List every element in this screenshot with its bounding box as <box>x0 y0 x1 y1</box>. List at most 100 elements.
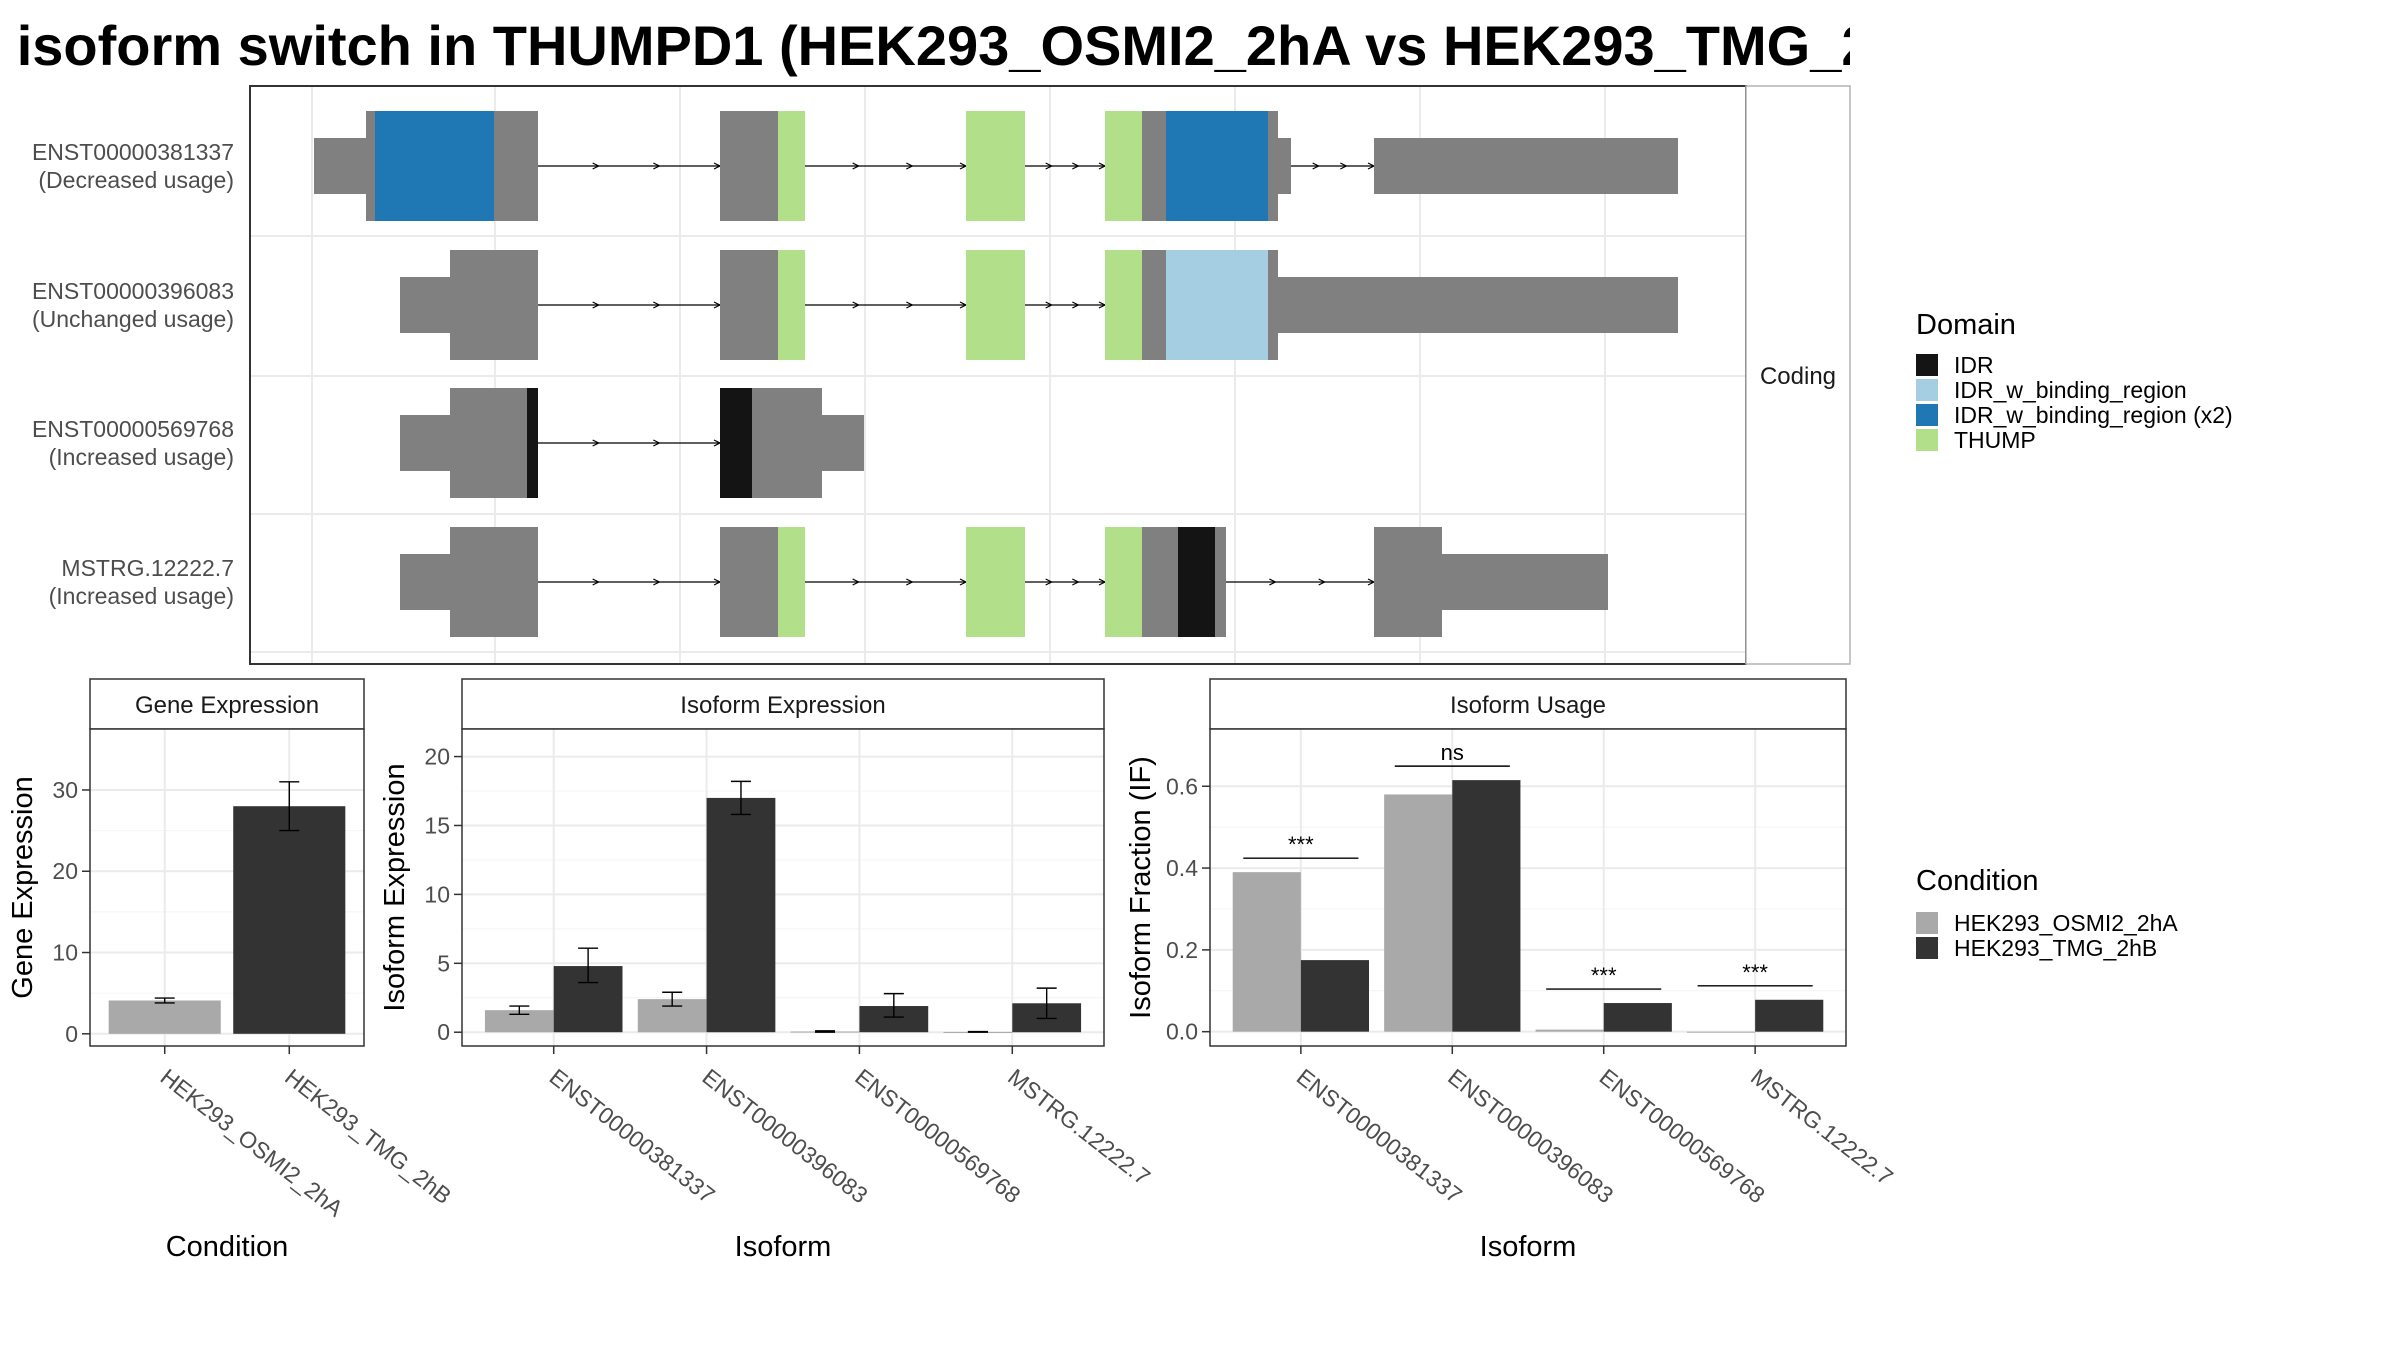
significance-label: *** <box>1742 960 1768 985</box>
panel-border <box>1209 728 1847 1047</box>
x-tick-label: ENST00000396083 <box>697 1063 872 1208</box>
exon-block <box>400 554 450 610</box>
y-axis-title: Isoform Expression <box>379 763 411 1011</box>
bar <box>1603 1003 1672 1032</box>
exon-block <box>450 388 527 498</box>
y-axis-title: Isoform Fraction (IF) <box>1125 756 1157 1019</box>
isoform-label-id: ENST00000569768 <box>32 416 234 442</box>
x-tick-label: ENST00000396083 <box>1443 1063 1618 1208</box>
y-tick-label: 5 <box>437 950 450 976</box>
exon-block <box>1215 527 1226 637</box>
panel-strip <box>89 678 365 730</box>
exon-block <box>1142 527 1178 637</box>
intron-arrow <box>653 301 661 309</box>
isoform-label-usage: (Increased usage) <box>49 583 234 609</box>
structure-strip <box>1745 85 1851 665</box>
x-axis-title: Condition <box>166 1231 289 1263</box>
panel-strip <box>1209 678 1847 730</box>
bar <box>1384 794 1453 1032</box>
y-axis-title: Gene Expression <box>7 776 39 998</box>
isoform-label-usage: (Unchanged usage) <box>32 306 234 332</box>
exon-block <box>1278 277 1678 333</box>
exon-block <box>720 388 752 498</box>
legend-domain-swatch <box>1916 404 1938 426</box>
structure-strip-label: Coding <box>1760 363 1836 390</box>
intron-arrow <box>852 162 861 170</box>
isoform-label-id: MSTRG.12222.7 <box>61 555 234 581</box>
panel-title: Gene Expression <box>135 692 319 719</box>
significance-label: *** <box>1288 832 1314 857</box>
exon-block <box>720 527 778 637</box>
intron-arrow <box>653 162 661 170</box>
legend-condition-swatch <box>1916 937 1938 959</box>
chart-panel-1: Isoform Expression 0 5 10 15 20 ENST0000038133… <box>379 678 1155 1263</box>
intron-arrow <box>653 439 661 447</box>
x-tick-label: ENST00000569768 <box>850 1063 1025 1208</box>
exon-block <box>1105 527 1142 637</box>
x-tick-label: MSTRG.12222.7 <box>1746 1063 1898 1190</box>
intron-arrow <box>852 301 861 309</box>
x-tick-label: MSTRG.12222.7 <box>1003 1063 1155 1190</box>
intron-arrow <box>1318 578 1327 586</box>
isoform-label-usage: (Increased usage) <box>49 444 234 470</box>
y-tick-label: 0.4 <box>1166 855 1198 881</box>
intron-arrow <box>1312 162 1321 170</box>
intron-arrow <box>1045 162 1054 170</box>
intron-arrow <box>592 439 601 447</box>
y-tick-label: 0 <box>437 1019 450 1045</box>
exon-block <box>752 388 822 498</box>
legend-domain-swatch <box>1916 429 1938 451</box>
intron-arrow <box>906 162 914 170</box>
exon-block <box>966 250 1025 360</box>
bar <box>108 1000 221 1034</box>
exon-block <box>494 111 538 221</box>
legend-domain-title: Domain <box>1916 309 2016 341</box>
exon-block <box>778 250 805 360</box>
exon-block <box>822 415 864 471</box>
significance-label: *** <box>1591 963 1617 988</box>
panel-strip <box>461 678 1105 730</box>
panel-title: Isoform Usage <box>1450 692 1606 719</box>
bar <box>1687 1031 1756 1033</box>
intron-arrow <box>1072 162 1080 170</box>
legend-domain-swatch <box>1916 379 1938 401</box>
page-title: e isoform switch in THUMPD1 (HEK293_OSMI… <box>0 14 1850 77</box>
exon-block <box>314 138 366 194</box>
bar <box>484 1010 554 1033</box>
y-tick-label: 0.6 <box>1166 773 1198 799</box>
exon-block <box>720 250 778 360</box>
bar <box>1535 1029 1604 1032</box>
exon-block <box>1178 527 1215 637</box>
isoform-label-id: ENST00000396083 <box>32 278 234 304</box>
intron-arrow <box>1269 578 1277 586</box>
y-tick-label: 10 <box>52 940 78 966</box>
bar <box>1452 780 1521 1032</box>
exon-block <box>400 277 450 333</box>
intron-arrow <box>1072 578 1080 586</box>
x-tick-label: ENST00000569768 <box>1595 1063 1770 1208</box>
intron-arrow <box>592 301 601 309</box>
panel-border <box>461 728 1105 1047</box>
exon-block <box>778 527 805 637</box>
legend-domain-label: IDR_w_binding_region (x2) <box>1954 402 2233 428</box>
intron-arrow <box>653 578 661 586</box>
intron-arrow <box>906 578 914 586</box>
exon-block <box>778 111 805 221</box>
y-tick-label: 20 <box>52 858 78 884</box>
panel-title: Isoform Expression <box>680 692 885 719</box>
legend-domain-label: THUMP <box>1954 427 2036 453</box>
intron-arrow <box>1340 162 1348 170</box>
exon-block <box>1268 111 1278 221</box>
isoform-label-usage: (Decreased usage) <box>38 167 234 193</box>
intron-arrow <box>1072 301 1080 309</box>
chart-panel-2: Isoform Usage *** ns *** *** 0.0 0.2 0.4 0.6 ENST… <box>1125 678 1898 1263</box>
significance-label: ns <box>1441 740 1464 765</box>
x-tick-label: ENST00000381337 <box>545 1063 720 1208</box>
y-tick-label: 0.2 <box>1166 937 1198 963</box>
intron-arrow <box>906 301 914 309</box>
exon-block <box>527 388 538 498</box>
bar <box>233 806 346 1034</box>
y-tick-label: 20 <box>424 744 450 770</box>
exon-block <box>1268 250 1278 360</box>
intron-arrow <box>1045 578 1054 586</box>
